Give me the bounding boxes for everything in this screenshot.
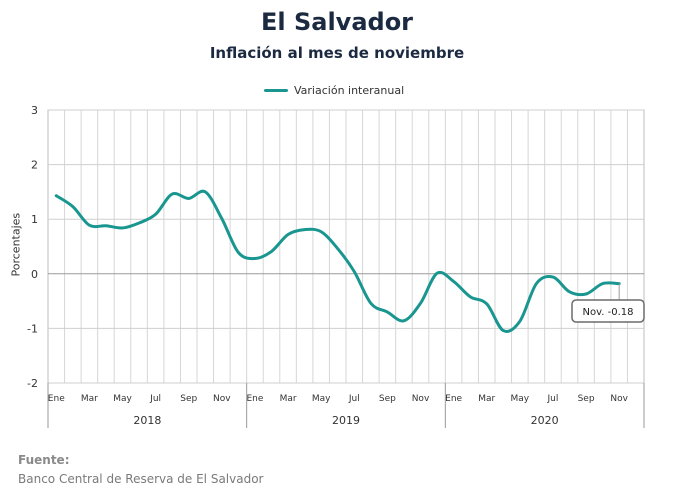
x-tick-label: Nov xyxy=(213,394,231,404)
x-tick-label: Mar xyxy=(478,394,495,404)
year-label: 2018 xyxy=(133,414,161,427)
annotation-box xyxy=(571,299,645,323)
y-tick-label: 3 xyxy=(31,104,38,117)
x-tick-label: Jul xyxy=(149,394,161,404)
y-tick-label: -1 xyxy=(27,322,38,335)
x-tick-label: Mar xyxy=(280,394,297,404)
year-label: 2020 xyxy=(531,414,559,427)
legend-label: Variación interanual xyxy=(294,84,405,97)
legend: Variación interanual xyxy=(264,84,404,97)
year-label: 2019 xyxy=(332,414,360,427)
chart-title: El Salvador xyxy=(260,8,414,36)
annotation-label: Nov. -0.18 xyxy=(583,307,634,318)
legend-swatch xyxy=(264,89,288,92)
y-tick-label: -2 xyxy=(27,377,38,390)
y-tick-label: 1 xyxy=(31,213,38,226)
y-tick-label: 2 xyxy=(31,159,38,172)
x-tick-label: Sep xyxy=(578,394,595,404)
x-tick-label: May xyxy=(113,394,132,404)
source-text: Banco Central de Reserva de El Salvador xyxy=(18,472,264,486)
x-tick-label: Jul xyxy=(348,394,360,404)
x-tick-label: Mar xyxy=(81,394,98,404)
x-tick-label: Ene xyxy=(246,394,263,404)
x-tick-label: Sep xyxy=(379,394,396,404)
series-line xyxy=(54,189,621,333)
y-tick-label: 0 xyxy=(31,268,38,281)
x-tick-label: Ene xyxy=(48,394,65,404)
x-tick-label: Ene xyxy=(445,394,462,404)
x-tick-label: Jul xyxy=(547,394,559,404)
x-tick-label: Nov xyxy=(610,394,628,404)
x-tick-label: May xyxy=(312,394,331,404)
chart-subtitle: Inflación al mes de noviembre xyxy=(209,44,465,62)
x-tick-label: Nov xyxy=(412,394,430,404)
source-label: Fuente: xyxy=(18,453,70,467)
x-tick-label: Sep xyxy=(180,394,197,404)
x-tick-label: May xyxy=(511,394,530,404)
